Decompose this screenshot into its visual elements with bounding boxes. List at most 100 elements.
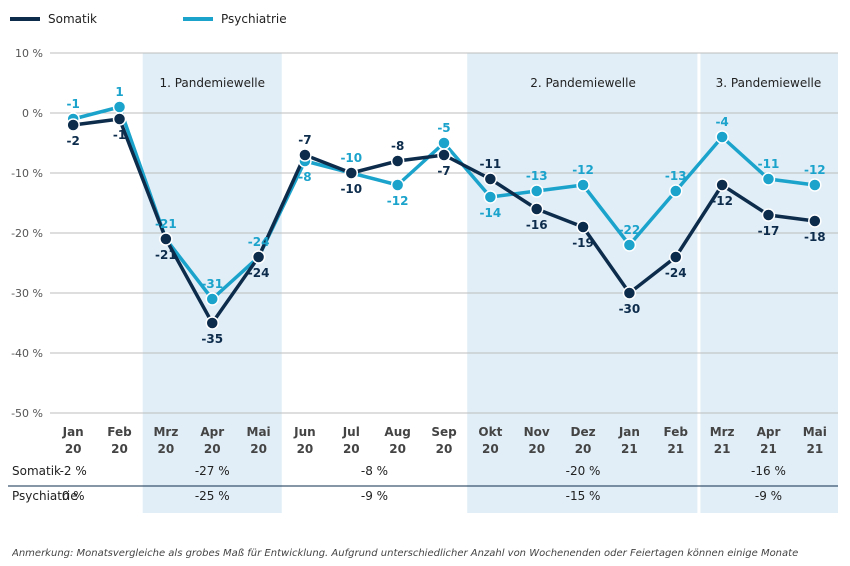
- psychiatrie-data-label: -12: [387, 194, 409, 208]
- psychiatrie-data-label: -13: [526, 169, 548, 183]
- wave-band-3: [698, 53, 838, 513]
- somatik-data-label: -1: [113, 128, 126, 142]
- summary-row-label: Psychiatrie: [12, 489, 78, 503]
- somatik-data-label: -17: [758, 224, 780, 238]
- somatik-data-label: -10: [340, 182, 362, 196]
- psychiatrie-data-label: -13: [665, 169, 687, 183]
- legend-label-somatik: Somatik: [48, 12, 97, 26]
- x-tick-year: 21: [621, 442, 638, 456]
- somatik-point: [298, 148, 312, 162]
- y-tick-label: 10 %: [15, 47, 43, 60]
- x-tick-year: 20: [528, 442, 545, 456]
- psychiatrie-point: [483, 190, 498, 204]
- psychiatrie-point: [437, 136, 451, 150]
- somatik-point: [622, 286, 637, 300]
- psychiatrie-point: [576, 178, 590, 192]
- summary-cell: 0 %: [62, 489, 85, 503]
- x-tick-year: 21: [760, 442, 777, 456]
- x-tick-month: Mrz: [710, 425, 735, 439]
- somatik-point: [251, 250, 266, 264]
- somatik-data-label: -16: [526, 218, 548, 232]
- psychiatrie-data-label: -24: [248, 235, 270, 249]
- somatik-point: [669, 250, 683, 264]
- somatik-point: [715, 178, 729, 192]
- summary-cell: -15 %: [566, 489, 601, 503]
- legend-label-psychiatrie: Psychiatrie: [221, 12, 287, 26]
- psychiatrie-data-label: -1: [67, 97, 80, 111]
- psychiatrie-point: [390, 178, 405, 192]
- y-tick-label: -50 %: [11, 407, 43, 420]
- x-tick-year: 20: [250, 442, 267, 456]
- somatik-data-label: -18: [804, 230, 826, 244]
- y-tick-label: -10 %: [11, 167, 43, 180]
- y-tick-label: -40 %: [11, 347, 43, 360]
- psychiatrie-data-label: -11: [758, 157, 780, 171]
- x-tick-month: Mrz: [153, 425, 178, 439]
- summary-cell: -8 %: [361, 464, 388, 478]
- x-tick-year: 20: [111, 442, 128, 456]
- x-tick-year: 21: [667, 442, 684, 456]
- somatik-data-label: -35: [201, 332, 223, 346]
- somatik-point: [761, 208, 776, 222]
- psychiatrie-data-label: -14: [480, 206, 502, 220]
- x-tick-month: Jun: [293, 425, 316, 439]
- x-tick-month: Jan: [618, 425, 640, 439]
- x-tick-year: 20: [297, 442, 314, 456]
- y-tick-label: 0 %: [22, 107, 43, 120]
- somatik-data-label: -11: [480, 157, 502, 171]
- somatik-point: [808, 214, 822, 228]
- somatik-point: [529, 202, 544, 216]
- psychiatrie-data-label: -12: [572, 163, 594, 177]
- y-tick-label: -30 %: [11, 287, 43, 300]
- summary-cell: -27 %: [195, 464, 230, 478]
- x-tick-year: 20: [575, 442, 592, 456]
- psychiatrie-data-label: -31: [201, 277, 223, 291]
- somatik-point: [483, 172, 498, 186]
- x-tick-month: Mai: [247, 425, 271, 439]
- x-tick-month: Apr: [200, 425, 224, 439]
- summary-cell: -9 %: [361, 489, 388, 503]
- wave-band-1: [142, 53, 282, 513]
- summary-cell: -25 %: [195, 489, 230, 503]
- x-tick-month: Jul: [342, 425, 360, 439]
- somatik-data-label: -24: [248, 266, 270, 280]
- x-tick-year: 21: [714, 442, 731, 456]
- somatik-point: [344, 166, 359, 180]
- wave-label-3: 3. Pandemiewelle: [716, 76, 822, 90]
- x-tick-year: 20: [436, 442, 453, 456]
- somatik-data-label: -12: [711, 194, 733, 208]
- psychiatrie-data-label: -12: [804, 163, 826, 177]
- psychiatrie-data-label: -8: [298, 170, 311, 184]
- somatik-point: [159, 232, 173, 246]
- x-tick-month: Dez: [571, 425, 596, 439]
- psychiatrie-point: [529, 184, 544, 198]
- wave-band-2: [467, 53, 699, 513]
- somatik-point: [205, 316, 219, 330]
- x-tick-month: Apr: [757, 425, 781, 439]
- x-tick-year: 20: [204, 442, 221, 456]
- x-tick-month: Aug: [384, 425, 410, 439]
- x-tick-month: Feb: [664, 425, 689, 439]
- somatik-point: [437, 148, 451, 162]
- psychiatrie-data-label: -22: [619, 223, 641, 237]
- psychiatrie-point: [622, 238, 637, 252]
- somatik-data-label: -7: [437, 164, 450, 178]
- y-tick-label: -20 %: [11, 227, 43, 240]
- x-tick-year: 20: [482, 442, 499, 456]
- wave-label-2: 2. Pandemiewelle: [530, 76, 636, 90]
- somatik-data-label: -24: [665, 266, 687, 280]
- psychiatrie-point: [205, 292, 219, 306]
- psychiatrie-data-label: -5: [437, 121, 450, 135]
- psychiatrie-data-label: 1: [115, 85, 123, 99]
- x-tick-month: Jan: [62, 425, 84, 439]
- footnote: Anmerkung: Monatsvergleiche als grobes M…: [12, 548, 799, 559]
- x-tick-year: 20: [343, 442, 360, 456]
- x-tick-year: 20: [389, 442, 406, 456]
- somatik-data-label: -30: [619, 302, 641, 316]
- x-tick-month: Mai: [803, 425, 827, 439]
- x-tick-month: Feb: [107, 425, 132, 439]
- summary-cell: -9 %: [755, 489, 782, 503]
- summary-row-label: Somatik: [12, 464, 61, 478]
- somatik-point: [112, 112, 127, 126]
- psychiatrie-point: [669, 184, 683, 198]
